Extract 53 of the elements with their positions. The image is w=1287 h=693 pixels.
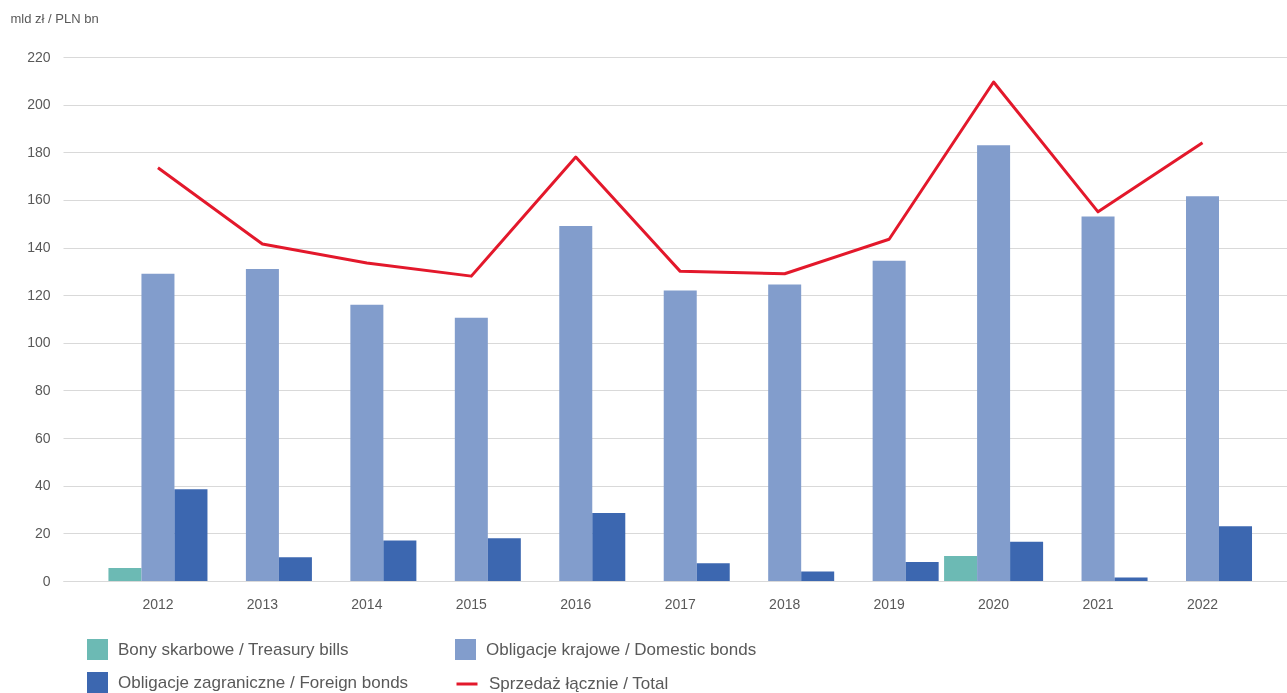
y-tick-label: 140 bbox=[27, 239, 51, 256]
legend-label: Bony skarbowe / Treasury bills bbox=[118, 639, 349, 659]
x-tick-label: 2013 bbox=[246, 595, 279, 612]
y-axis-title: mld zł / PLN bn bbox=[10, 10, 99, 26]
x-tick-label: 2016 bbox=[560, 595, 592, 612]
y-tick-label: 220 bbox=[27, 48, 51, 65]
y-tick-label: 80 bbox=[34, 381, 51, 398]
bar bbox=[696, 563, 730, 581]
bar bbox=[1081, 216, 1115, 581]
bar bbox=[245, 268, 279, 581]
x-tick-label: 2018 bbox=[769, 595, 801, 612]
bar bbox=[350, 304, 384, 581]
legend-label: Obligacje zagraniczne / Foreign bonds bbox=[118, 672, 409, 692]
x-tick-label: 2019 bbox=[873, 595, 905, 612]
bar bbox=[1114, 577, 1148, 581]
x-tick-label: 2015 bbox=[455, 595, 488, 612]
bar bbox=[592, 513, 626, 581]
x-tick-label: 2014 bbox=[351, 595, 383, 612]
line-series bbox=[156, 80, 1204, 278]
bar bbox=[663, 290, 697, 581]
bar bbox=[872, 260, 906, 581]
bar bbox=[174, 489, 208, 581]
y-tick-label: 120 bbox=[27, 286, 51, 303]
bar bbox=[944, 555, 978, 581]
y-tick-label: 0 bbox=[42, 572, 51, 589]
y-tick-label: 200 bbox=[27, 96, 51, 113]
bar bbox=[1186, 196, 1220, 581]
bar bbox=[977, 145, 1011, 581]
y-tick-label: 100 bbox=[27, 334, 51, 351]
bar bbox=[768, 284, 802, 581]
bar bbox=[487, 538, 521, 581]
bar bbox=[141, 273, 175, 581]
bar bbox=[1219, 526, 1253, 581]
y-tick-label: 160 bbox=[27, 191, 51, 208]
y-tick-label: 20 bbox=[34, 524, 51, 541]
x-tick-label: 2012 bbox=[142, 595, 174, 612]
bar bbox=[278, 557, 312, 581]
x-tick-label: 2022 bbox=[1186, 595, 1219, 612]
bar bbox=[801, 571, 835, 581]
bar bbox=[383, 540, 417, 581]
y-tick-label: 60 bbox=[34, 429, 51, 446]
bar bbox=[108, 567, 142, 581]
x-tick-label: 2021 bbox=[1082, 595, 1114, 612]
x-tick-label: 2020 bbox=[978, 595, 1010, 612]
y-tick-label: 40 bbox=[34, 477, 51, 494]
bar bbox=[905, 561, 939, 581]
bar bbox=[559, 226, 593, 581]
x-tick-label: 2017 bbox=[664, 595, 697, 612]
y-tick-label: 180 bbox=[27, 143, 51, 160]
bar bbox=[454, 317, 488, 581]
legend-label: Sprzedaż łącznie / Total bbox=[489, 674, 669, 693]
legend-label: Obligacje krajowe / Domestic bonds bbox=[486, 639, 757, 659]
bar bbox=[1010, 541, 1044, 581]
